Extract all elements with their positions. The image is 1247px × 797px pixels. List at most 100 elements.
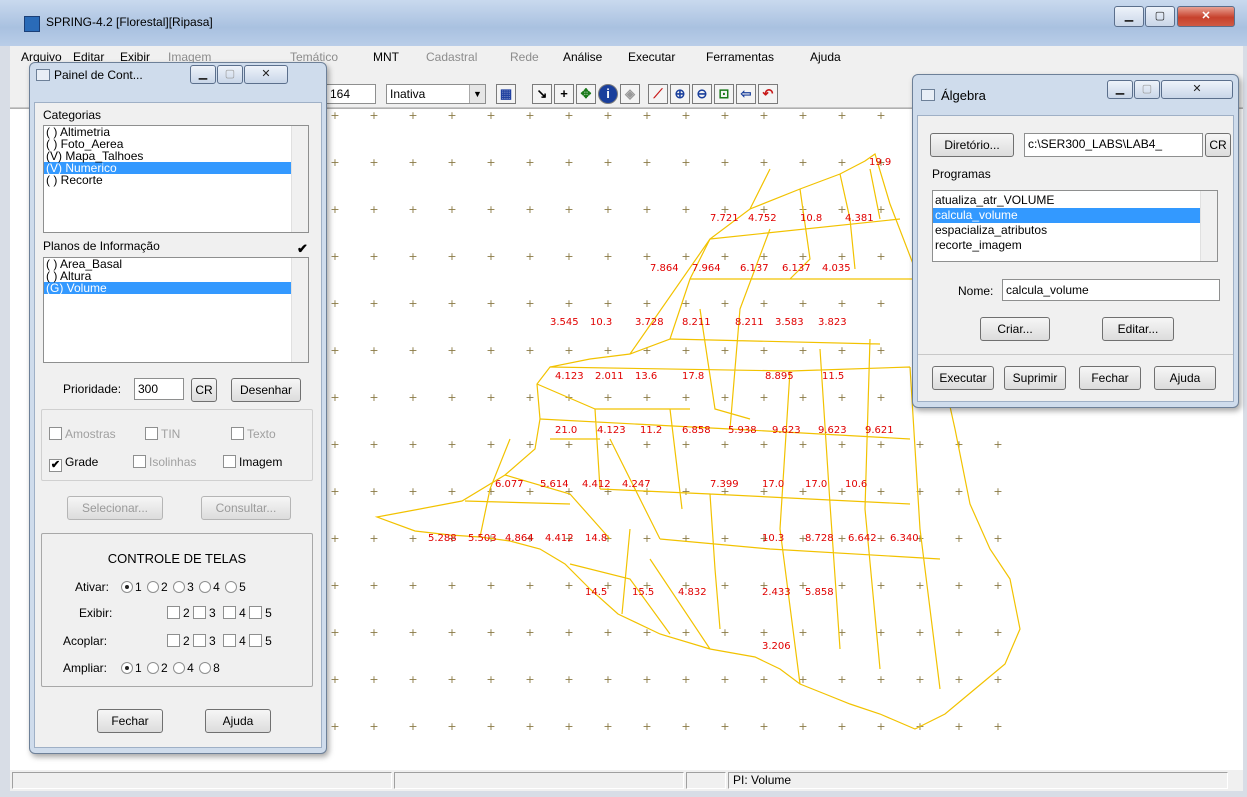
ampliar-radio-1[interactable] xyxy=(121,662,133,674)
tin-checkbox[interactable]: TIN xyxy=(145,427,180,441)
grid-mark: + xyxy=(720,156,729,169)
categoria-item-selected[interactable]: (V) Numerico xyxy=(44,162,308,174)
menu-ferramentas[interactable]: Ferramentas xyxy=(706,50,775,64)
ampliar-radio-8[interactable] xyxy=(199,662,212,674)
plano-item-selected[interactable]: (G) Volume xyxy=(44,282,308,294)
programas-scrollbar[interactable] xyxy=(1200,191,1217,261)
exibir-check-5[interactable] xyxy=(249,606,263,619)
diretorio-input[interactable]: c:\SER300_LABS\LAB4_ xyxy=(1024,133,1203,157)
ativar-radio-group[interactable]: 1 2 3 4 5 xyxy=(121,580,246,594)
controle-telas-group xyxy=(41,533,313,687)
painel-minimize-button[interactable]: ▁ xyxy=(190,65,216,84)
mode-select[interactable]: Inativa ▼ xyxy=(386,84,486,104)
ativar-radio-4[interactable] xyxy=(199,581,212,593)
acoplar-check-4[interactable] xyxy=(223,634,237,647)
pan-tool-icon[interactable]: ✥ xyxy=(576,84,596,104)
categoria-item[interactable]: ( ) Foto_Aerea xyxy=(46,137,124,151)
prioridade-cr-button[interactable]: CR xyxy=(191,378,217,402)
menu-tematico[interactable]: Temático xyxy=(290,50,339,64)
programa-item-selected[interactable]: calcula_volume xyxy=(933,208,1217,223)
isolinhas-checkbox[interactable]: Isolinhas xyxy=(133,455,196,469)
diretorio-cr-button[interactable]: CR xyxy=(1205,133,1231,157)
nome-input[interactable]: calcula_volume xyxy=(1002,279,1220,301)
categoria-item[interactable]: ( ) Altimetria xyxy=(46,125,111,139)
back-tool-icon[interactable]: ⇦ xyxy=(736,84,756,104)
categorias-scrollbar[interactable] xyxy=(291,126,308,232)
programa-item[interactable]: recorte_imagem xyxy=(935,238,1022,252)
menu-ajuda[interactable]: Ajuda xyxy=(810,50,841,64)
categorias-list[interactable]: ( ) Altimetria ( ) Foto_Aerea (V) Mapa_T… xyxy=(43,125,309,233)
zoom-plus-tool-icon[interactable]: ⊕ xyxy=(670,84,690,104)
categoria-item[interactable]: ( ) Recorte xyxy=(46,173,103,187)
menu-mnt[interactable]: MNT xyxy=(373,50,399,64)
planos-list[interactable]: ( ) Area_Basal ( ) Altura (G) Volume xyxy=(43,257,309,363)
painel-close-button[interactable]: ✕ xyxy=(244,65,288,84)
planos-check-icon[interactable]: ✔ xyxy=(297,241,308,256)
amostras-checkbox[interactable]: Amostras xyxy=(49,427,116,441)
minimize-button[interactable]: ▁ xyxy=(1114,6,1144,27)
ampliar-radio-4[interactable] xyxy=(173,662,186,674)
consultar-button[interactable]: Consultar... xyxy=(201,496,291,520)
acoplar-check-5[interactable] xyxy=(249,634,263,647)
exibir-check-4[interactable] xyxy=(223,606,237,619)
zoom-in-tool-icon[interactable]: ↘ xyxy=(532,84,552,104)
editar-button[interactable]: Editar... xyxy=(1102,317,1174,341)
ativar-radio-5[interactable] xyxy=(225,581,238,593)
exibir-checkbox-group[interactable]: 2 3 4 5 xyxy=(167,606,272,620)
ampliar-radio-2[interactable] xyxy=(147,662,160,674)
imagem-checkbox[interactable]: Imagem xyxy=(223,455,282,469)
menu-exibir[interactable]: Exibir xyxy=(120,50,151,64)
grade-checkbox[interactable]: ✔ Grade xyxy=(49,455,98,472)
menu-executar[interactable]: Executar xyxy=(628,50,676,64)
ativar-radio-1[interactable] xyxy=(121,581,133,593)
plano-item[interactable]: ( ) Altura xyxy=(46,269,92,283)
menu-rede[interactable]: Rede xyxy=(510,50,539,64)
prioridade-input[interactable]: 300 xyxy=(134,378,184,400)
info-tool-icon[interactable]: i xyxy=(598,84,618,104)
menu-cadastral[interactable]: Cadastral xyxy=(426,50,478,64)
programa-item[interactable]: atualiza_atr_VOLUME xyxy=(935,193,1055,207)
criar-button[interactable]: Criar... xyxy=(980,317,1050,341)
desenhar-button[interactable]: Desenhar xyxy=(231,378,301,402)
undo-tool-icon[interactable]: ↶ xyxy=(758,84,778,104)
menu-analise[interactable]: Análise xyxy=(563,50,603,64)
suprimir-button[interactable]: Suprimir xyxy=(1004,366,1066,390)
acoplar-checkbox-group[interactable]: 2 3 4 5 xyxy=(167,634,272,648)
exibir-check-3[interactable] xyxy=(193,606,207,619)
diretorio-button[interactable]: Diretório... xyxy=(930,133,1014,157)
grid-mark: + xyxy=(564,626,573,639)
executar-button[interactable]: Executar xyxy=(932,366,994,390)
close-button[interactable]: ✕ xyxy=(1177,6,1235,27)
painel-ajuda-button[interactable]: Ajuda xyxy=(205,709,271,733)
measure-tool-icon[interactable]: ⟋ xyxy=(648,84,668,104)
maximize-button[interactable]: ▢ xyxy=(1145,6,1175,27)
cursor-cross-tool-icon[interactable]: + xyxy=(554,84,574,104)
ativar-radio-3[interactable] xyxy=(173,581,186,593)
plano-item[interactable]: ( ) Area_Basal xyxy=(46,257,123,271)
algebra-ajuda-button[interactable]: Ajuda xyxy=(1154,366,1216,390)
zoom-minus-tool-icon[interactable]: ⊖ xyxy=(692,84,712,104)
palette-tool-icon[interactable]: ▦ xyxy=(496,84,516,104)
grid-mark: + xyxy=(876,344,885,357)
grid-mark: + xyxy=(330,626,339,639)
menu-arquivo[interactable]: Arquivo xyxy=(21,50,62,64)
categoria-item[interactable]: (V) Mapa_Talhoes xyxy=(46,149,144,163)
algebra-fechar-button[interactable]: Fechar xyxy=(1079,366,1141,390)
painel-fechar-button[interactable]: Fechar xyxy=(97,709,163,733)
exibir-check-2[interactable] xyxy=(167,606,180,619)
texto-checkbox[interactable]: Texto xyxy=(231,427,276,441)
algebra-close-button[interactable]: ✕ xyxy=(1161,80,1233,99)
algebra-minimize-button[interactable]: ▁ xyxy=(1107,80,1133,99)
acoplar-check-3[interactable] xyxy=(193,634,207,647)
ativar-radio-2[interactable] xyxy=(147,581,160,593)
menu-imagem[interactable]: Imagem xyxy=(168,50,212,64)
selecionar-button[interactable]: Selecionar... xyxy=(67,496,163,520)
ampliar-radio-group[interactable]: 1 2 4 8 xyxy=(121,661,220,675)
scale-input[interactable]: 164 xyxy=(326,84,376,104)
programa-item[interactable]: espacializa_atributos xyxy=(935,223,1048,237)
programas-list[interactable]: atualiza_atr_VOLUME calcula_volume espac… xyxy=(932,190,1218,262)
planos-scrollbar[interactable] xyxy=(291,258,308,362)
zoom-area-tool-icon[interactable]: ⊡ xyxy=(714,84,734,104)
acoplar-check-2[interactable] xyxy=(167,634,180,647)
menu-editar[interactable]: Editar xyxy=(73,50,105,64)
